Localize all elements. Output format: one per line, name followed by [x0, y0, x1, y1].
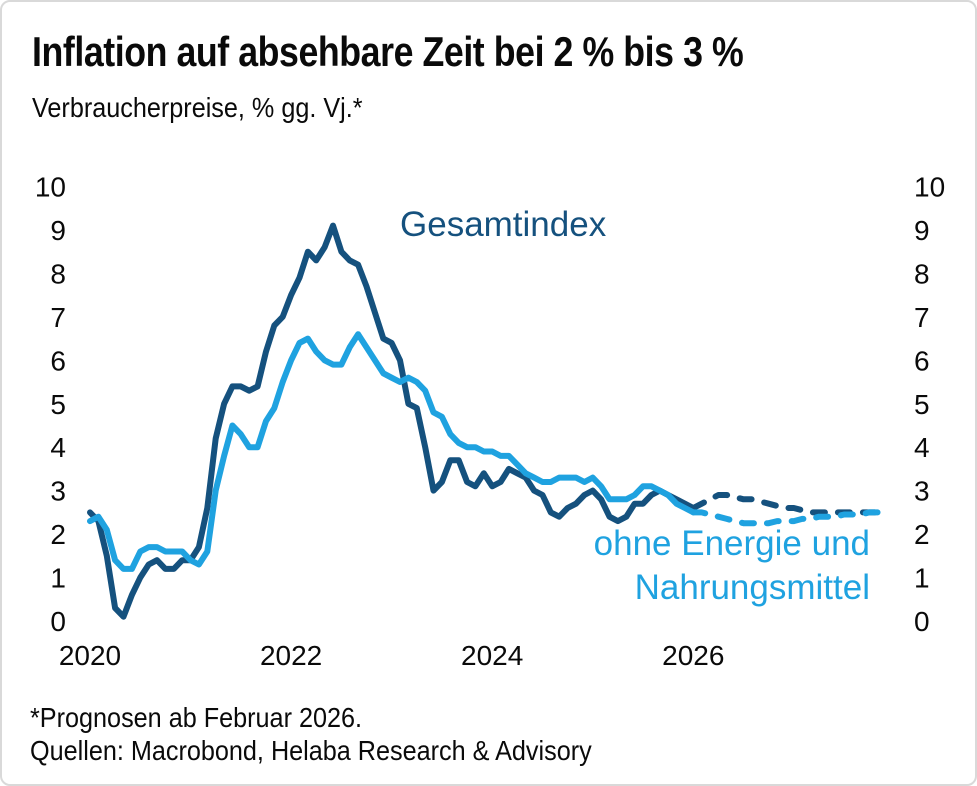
source-line: Quellen: Macrobond, Helaba Research & Ad… — [30, 735, 592, 766]
y-axis-left-tick: 10 — [35, 172, 66, 203]
y-axis-right-tick: 4 — [914, 432, 930, 463]
x-axis-tick: 2020 — [59, 640, 121, 671]
y-axis-right-tick: 9 — [914, 215, 930, 246]
y-axis-right-tick: 1 — [914, 563, 930, 594]
y-axis-right-tick: 3 — [914, 476, 930, 507]
footnote: *Prognosen ab Februar 2026. — [30, 702, 363, 733]
y-axis-right-tick: 6 — [914, 345, 930, 376]
x-axis-tick: 2024 — [461, 640, 523, 671]
y-axis-left-tick: 0 — [50, 606, 66, 637]
chart-title: Inflation auf absehbare Zeit bei 2 % bis… — [32, 28, 744, 75]
y-axis-left-tick: 1 — [50, 563, 66, 594]
y-axis-right-tick: 8 — [914, 258, 930, 289]
series-line-gesamtindex-forecast — [690, 492, 889, 516]
x-axis-tick: 2026 — [662, 640, 724, 671]
y-axis-left-tick: 6 — [50, 345, 66, 376]
chart-subtitle: Verbraucherpreise, % gg. Vj.* — [32, 92, 363, 123]
y-axis-left-tick: 5 — [50, 389, 66, 420]
x-axis-tick: 2022 — [260, 640, 322, 671]
series-label-core: ohne Energie und Nahrungsmittel — [593, 524, 870, 608]
y-axis-left-tick: 3 — [50, 476, 66, 507]
y-axis-right-tick: 7 — [914, 302, 930, 333]
y-axis-left-tick: 4 — [50, 432, 66, 463]
y-axis-right-tick: 5 — [914, 389, 930, 420]
series-label-gesamtindex: Gesamtindex — [400, 205, 607, 244]
y-axis-left-tick: 2 — [50, 519, 66, 550]
y-axis-left-tick: 7 — [50, 302, 66, 333]
series-line-core-forecast — [690, 509, 889, 527]
y-axis-left-tick: 8 — [50, 258, 66, 289]
y-axis-right-tick: 0 — [914, 606, 930, 637]
series-line-core — [87, 331, 697, 572]
y-axis-left-tick: 9 — [50, 215, 66, 246]
y-axis-right-tick: 2 — [914, 519, 930, 550]
y-axis-right-tick: 10 — [914, 172, 945, 203]
